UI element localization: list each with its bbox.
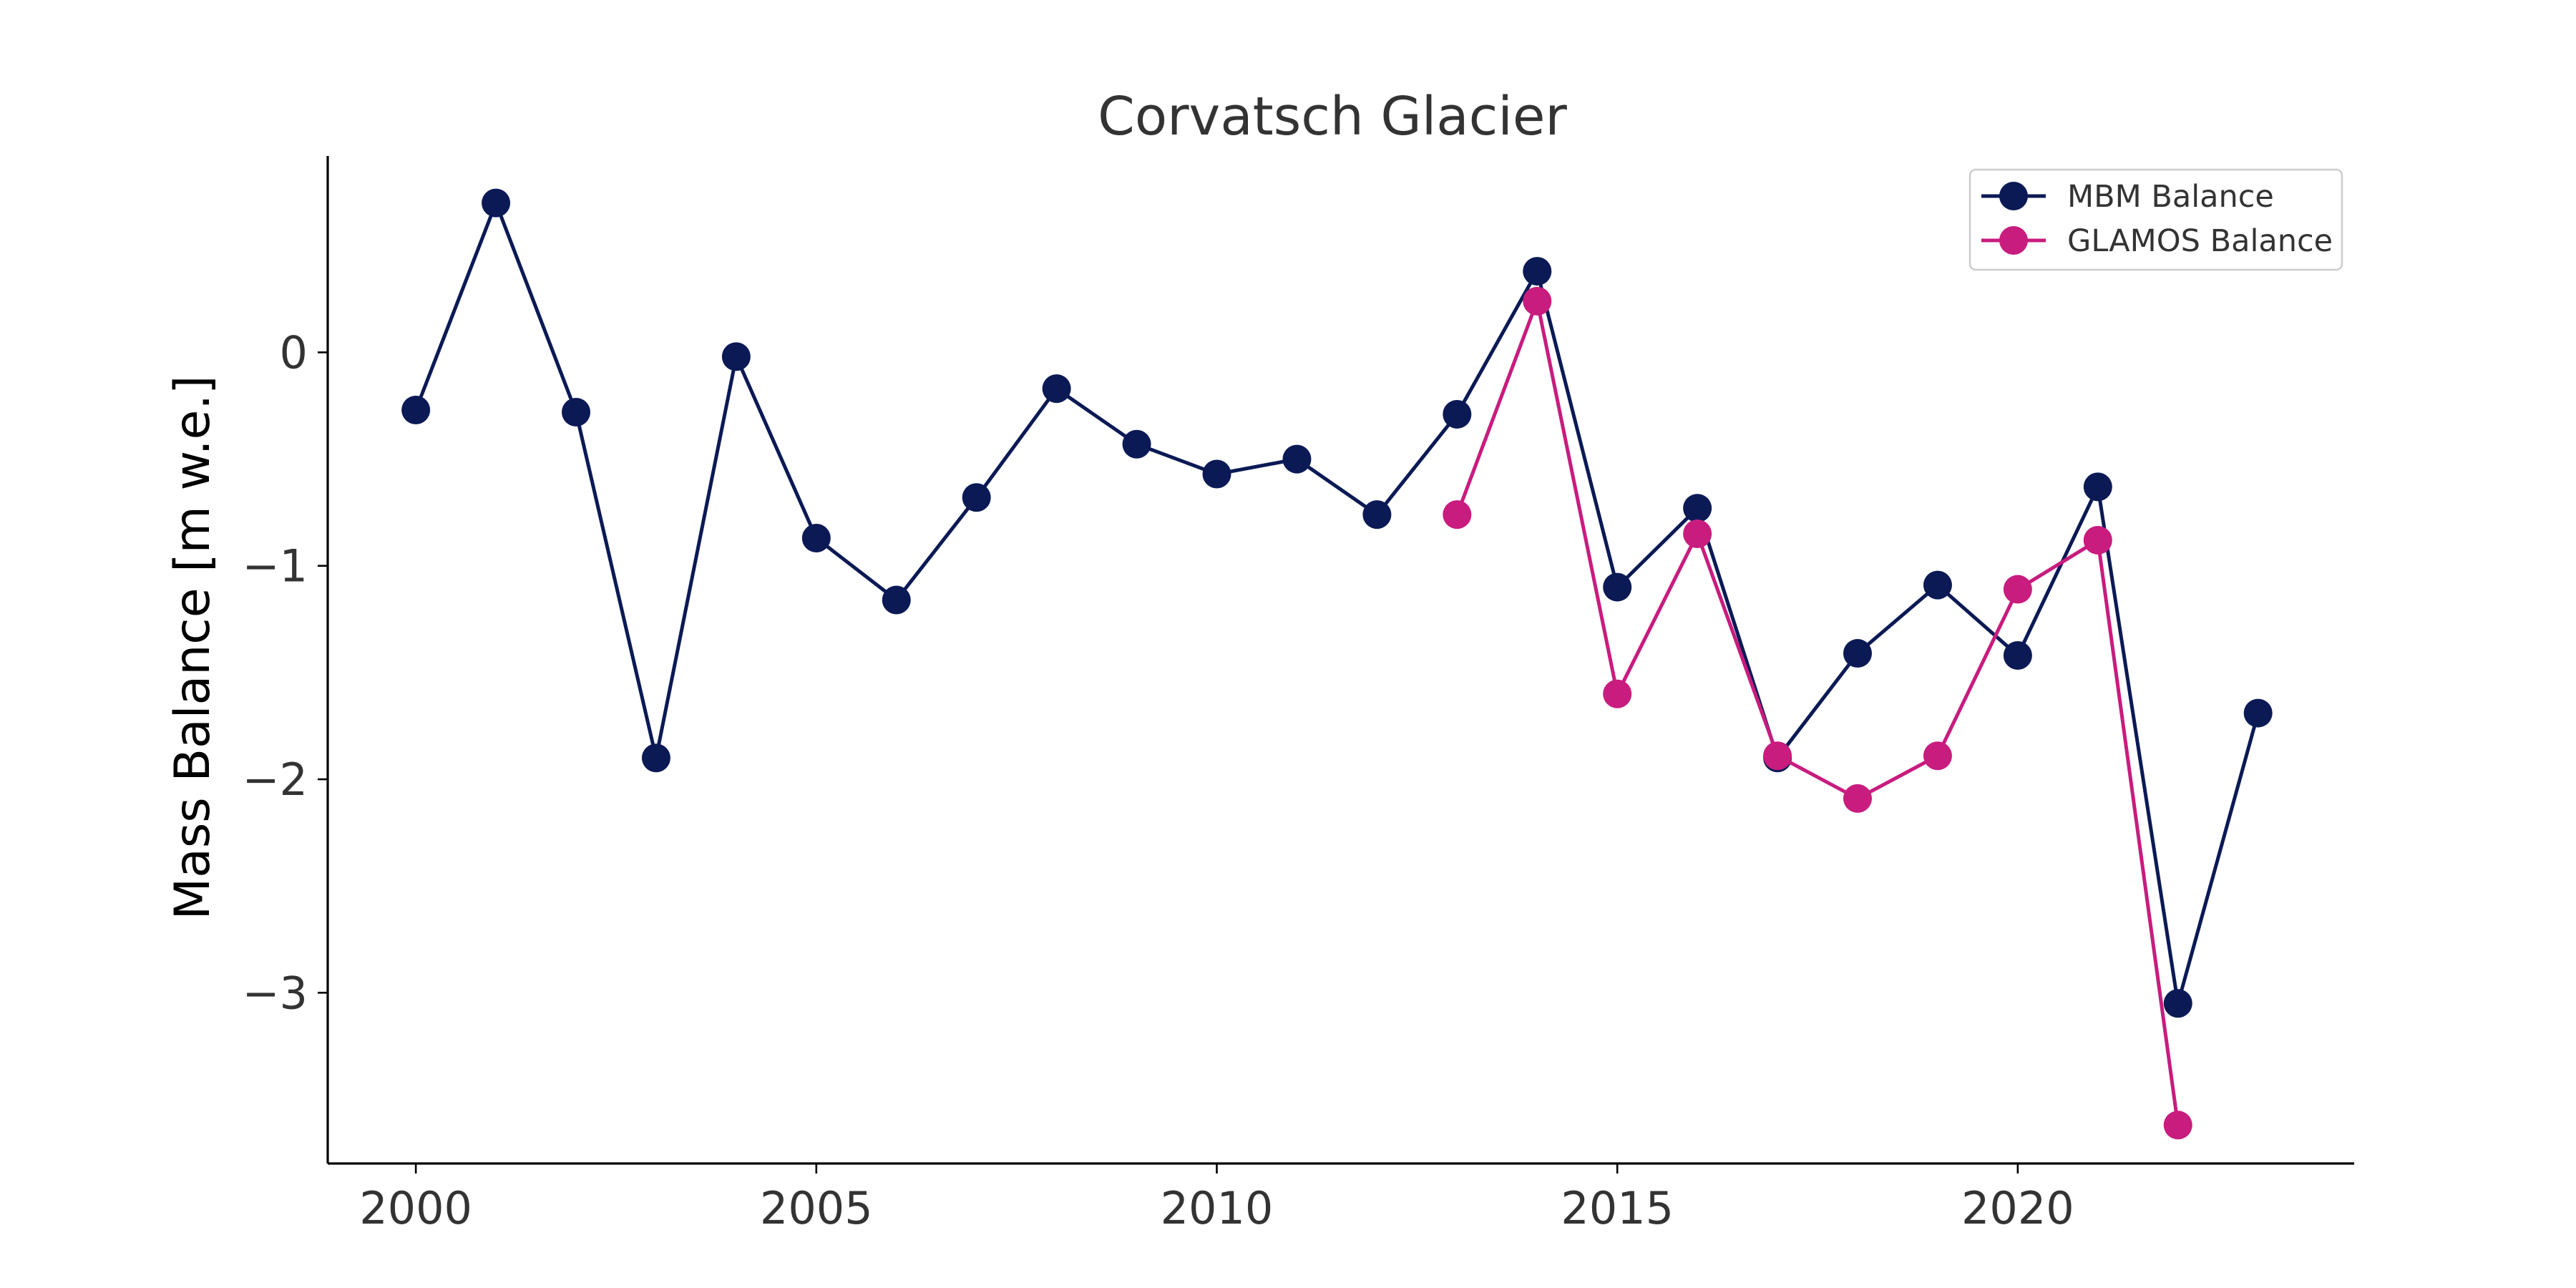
data-point (562, 397, 591, 426)
legend: MBM Balance GLAMOS Balance (1968, 168, 2343, 271)
x-tick-label: 2005 (760, 1182, 873, 1234)
series-0 (401, 188, 2273, 1018)
legend-marker (1999, 182, 2028, 210)
x-tick-label: 2000 (359, 1182, 472, 1234)
legend-box (1968, 168, 2343, 271)
x-tick-label: 2020 (1961, 1182, 2074, 1234)
data-point (1523, 286, 1552, 316)
series-line (1455, 299, 2180, 1126)
data-point (1202, 459, 1231, 489)
data-point (2243, 698, 2273, 728)
data-point (1763, 741, 1792, 771)
data-point (1683, 494, 1712, 523)
y-axis-label: Mass Balance [m w.e.] (165, 376, 221, 920)
data-point (2163, 1111, 2192, 1140)
legend-item: GLAMOS Balance (1981, 223, 2333, 259)
data-point (962, 483, 991, 512)
data-point (1042, 374, 1071, 404)
data-point (1443, 399, 1472, 429)
data-point (801, 523, 831, 552)
data-point (482, 188, 511, 218)
y-tick-label: −1 (243, 540, 308, 592)
data-point (1362, 500, 1392, 530)
data-point (1523, 257, 1552, 286)
legend-item: MBM Balance (1981, 179, 2274, 215)
data-point (401, 395, 431, 424)
data-point (1122, 429, 1151, 459)
data-point (2083, 525, 2112, 555)
x-tick-label: 2010 (1161, 1182, 1274, 1234)
series-layer (401, 188, 2273, 1140)
data-point (1683, 519, 1712, 548)
data-point (1843, 639, 1872, 668)
y-tick-label: −2 (243, 753, 308, 806)
y-tick-label: −3 (243, 967, 308, 1019)
data-point (1282, 444, 1312, 474)
series-1 (1443, 286, 2192, 1140)
x-tick-label: 2015 (1561, 1182, 1674, 1234)
legend-marker (1999, 226, 2028, 255)
legend-label: MBM Balance (2067, 179, 2274, 215)
data-point (2003, 575, 2032, 604)
axes: 2000 2005 2010 2015 2020 0 −1 −2 −3 (243, 156, 2354, 1234)
series-line (414, 201, 2260, 1005)
data-point (1443, 500, 1472, 530)
data-point (641, 743, 670, 773)
data-point (1923, 741, 1952, 771)
data-point (2163, 989, 2192, 1018)
y-tick-label: 0 (280, 326, 308, 379)
data-point (721, 342, 751, 371)
chart-title: Corvatsch Glacier (1098, 86, 1567, 147)
data-point (1923, 570, 1952, 600)
data-point (882, 585, 911, 615)
data-point (1843, 784, 1872, 813)
data-point (2003, 641, 2032, 670)
data-point (1603, 572, 1632, 602)
data-point (2083, 472, 2112, 502)
data-point (1603, 679, 1632, 708)
legend-label: GLAMOS Balance (2067, 223, 2333, 259)
